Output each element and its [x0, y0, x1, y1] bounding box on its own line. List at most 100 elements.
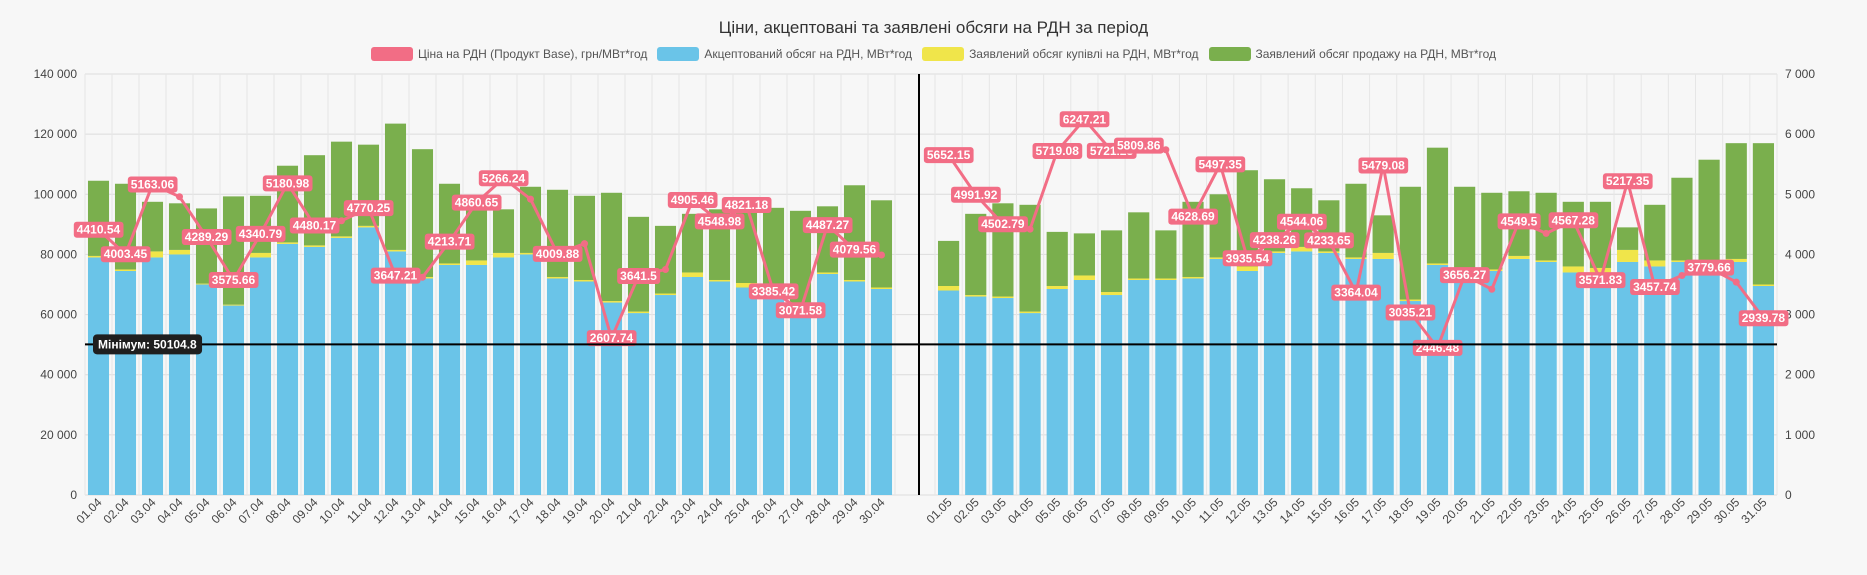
bar-accepted	[708, 281, 731, 495]
price-point	[1488, 285, 1496, 293]
price-data-label: 6247.21	[1063, 112, 1107, 126]
bar-buy	[195, 283, 218, 285]
legend-swatch-price	[370, 47, 413, 61]
bar-sell	[222, 196, 245, 305]
price-data-label-bg	[802, 217, 853, 234]
bar-sell	[627, 216, 650, 312]
y-right-tick-label: 6 000	[1785, 127, 1815, 141]
price-data-label: 5180.98	[266, 176, 310, 190]
price-data-label-bg	[748, 283, 799, 300]
x-tick-label: 10.04	[316, 495, 347, 526]
bar-accepted	[276, 243, 299, 495]
x-tick-label: 29.04	[829, 495, 860, 526]
price-data-label: 3385.42	[752, 284, 796, 298]
bar-accepted	[627, 313, 650, 495]
legend-item-buy[interactable]: Заявлений обсяг купівлі на РДН, МВт*год	[922, 47, 1199, 61]
legend-swatch-accepted	[657, 47, 700, 61]
legend-item-sell[interactable]: Заявлений обсяг продажу на РДН, МВт*год	[1208, 47, 1496, 61]
price-data-label: 3071.58	[779, 303, 823, 317]
price-data-label-bg	[451, 194, 502, 211]
bar-accepted	[168, 254, 191, 495]
bar-buy	[465, 260, 488, 265]
x-tick-label: 30.04	[856, 495, 887, 526]
price-data-label-bg	[1575, 272, 1626, 289]
price-data-label-bg	[1195, 156, 1246, 173]
bar-buy	[141, 251, 164, 258]
x-tick-label: 08.05	[1114, 495, 1145, 526]
price-point	[1732, 278, 1740, 286]
price-data-label: 3457.74	[1633, 280, 1677, 294]
bar-accepted	[843, 281, 866, 495]
bar-buy	[1263, 251, 1286, 253]
bar-buy	[870, 287, 893, 290]
bar-accepted	[1589, 273, 1612, 495]
bar-sell	[1644, 204, 1666, 261]
price-data-label-bg	[1385, 304, 1436, 321]
price-data-label-bg	[235, 225, 286, 242]
bar-sell	[1128, 212, 1150, 279]
bar-accepted	[992, 298, 1014, 495]
bar-buy	[1345, 257, 1367, 259]
legend-item-accepted[interactable]: Акцептований обсяг на РДН, МВт*год	[657, 47, 912, 61]
bar-accepted	[1100, 295, 1123, 495]
legend-item-price[interactable]: Ціна на РДН (Продукт Base), грн/МВт*год	[370, 47, 647, 61]
x-tick-label: 04.04	[154, 495, 185, 526]
x-tick-label: 28.04	[802, 495, 833, 526]
bar-accepted	[1454, 278, 1476, 495]
bar-accepted	[222, 305, 245, 495]
price-data-label-bg	[424, 233, 475, 250]
price-data-label: 5479.08	[1361, 158, 1405, 172]
price-data-label: 5266.24	[482, 171, 526, 185]
price-data-label-bg	[370, 267, 421, 284]
price-data-label: 3571.83	[1579, 273, 1623, 287]
bar-accepted	[1617, 261, 1639, 495]
bar-buy	[992, 296, 1014, 299]
bar-buy	[816, 272, 839, 274]
bar-accepted	[816, 273, 839, 495]
price-data-label-bg	[262, 175, 313, 192]
y-left-tick-label: 60 000	[40, 308, 77, 322]
price-data-label: 4502.79	[981, 217, 1025, 231]
bar-sell	[937, 240, 960, 287]
price-data-label-bg	[1548, 212, 1599, 229]
price-data-label: 4480.17	[293, 219, 337, 233]
bar-sell	[1454, 186, 1476, 277]
price-data-label: 4544.06	[1280, 215, 1324, 229]
x-tick-label: 24.05	[1548, 495, 1579, 526]
bar-accepted	[1399, 301, 1421, 495]
bar-sell	[1698, 159, 1720, 261]
x-tick-label: 13.05	[1250, 495, 1281, 526]
x-tick-label: 06.04	[208, 495, 239, 526]
x-tick-label: 22.05	[1494, 495, 1525, 526]
bar-accepted	[1209, 258, 1231, 495]
bar-accepted	[195, 284, 218, 495]
price-data-label-bg	[1304, 232, 1354, 249]
bar-sell	[1617, 227, 1639, 250]
price-data-label: 3364.04	[1334, 286, 1378, 300]
bar-buy	[1209, 257, 1231, 259]
bar-sell	[1426, 147, 1449, 264]
price-data-label: 4410.54	[77, 223, 121, 237]
bar-buy	[1372, 252, 1394, 259]
bar-accepted	[492, 257, 515, 495]
price-data-label-bg	[667, 191, 718, 208]
bar-accepted	[330, 237, 353, 495]
bar-accepted	[141, 257, 164, 495]
x-tick-label: 10.05	[1168, 495, 1199, 526]
x-tick-label: 29.05	[1684, 495, 1715, 526]
price-data-label-bg	[100, 246, 151, 263]
x-tick-label: 02.05	[951, 495, 982, 526]
price-point	[1678, 271, 1686, 279]
bar-buy	[1291, 246, 1313, 252]
price-data-label-bg	[532, 245, 583, 262]
x-tick-label: 18.05	[1385, 495, 1416, 526]
bar-buy	[1155, 278, 1177, 280]
bar-sell	[1725, 143, 1747, 259]
bar-accepted	[1562, 272, 1584, 495]
price-data-label-bg	[181, 229, 232, 246]
bar-sell	[1372, 215, 1394, 253]
bar-buy	[1481, 269, 1503, 271]
bar-accepted	[249, 257, 272, 495]
price-data-label-bg	[1439, 267, 1490, 284]
